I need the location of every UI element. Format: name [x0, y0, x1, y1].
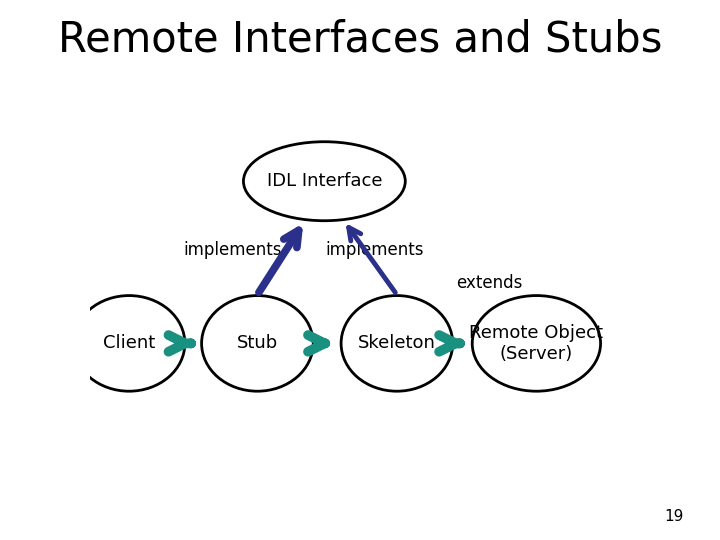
Text: Remote Object
(Server): Remote Object (Server) — [469, 324, 603, 363]
Text: IDL Interface: IDL Interface — [266, 172, 382, 190]
Text: Stub: Stub — [237, 334, 278, 353]
Text: implements: implements — [325, 241, 424, 259]
Text: Remote Interfaces and Stubs: Remote Interfaces and Stubs — [58, 19, 662, 61]
Text: 19: 19 — [665, 509, 684, 524]
Text: implements: implements — [183, 241, 282, 259]
Text: Client: Client — [103, 334, 156, 353]
Text: extends: extends — [456, 274, 522, 292]
Text: Skeleton: Skeleton — [358, 334, 436, 353]
